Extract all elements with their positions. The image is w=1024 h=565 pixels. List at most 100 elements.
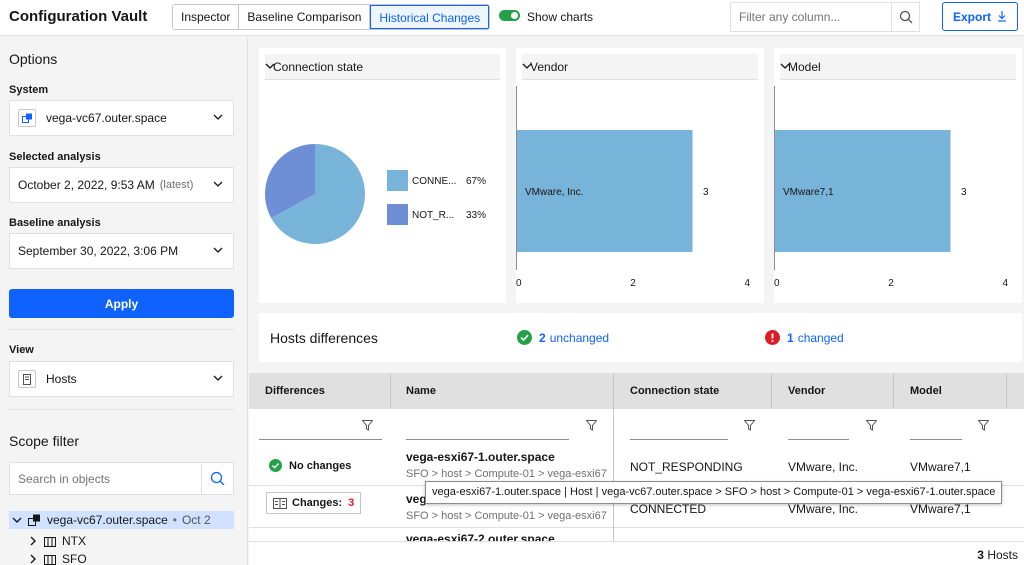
differences-filter-field[interactable] — [259, 439, 382, 440]
bar-category-label: VMware7,1 — [783, 187, 834, 198]
model-chart-select-label: Model — [788, 59, 821, 74]
export-button[interactable]: Export — [942, 2, 1018, 31]
table-row[interactable]: No changes vega-esxi67-1.outer.space SFO… — [249, 444, 1024, 486]
datacenter-icon — [44, 537, 56, 547]
unchanged-link[interactable]: 2 unchanged — [517, 330, 609, 345]
bar-category-label: VMware, Inc. — [525, 187, 583, 198]
column-header-model[interactable]: Model — [910, 385, 942, 397]
scope-search-button[interactable] — [201, 463, 233, 494]
vendor-bar-chart: VMware, Inc. 3 0 2 4 — [516, 86, 750, 289]
vendor-chart-select[interactable]: Vendor — [522, 54, 758, 80]
hosts-count: 3 — [977, 548, 984, 562]
connection-state-chart-panel: Connection state CONNE... 67% NOT_R... 33% — [259, 48, 506, 303]
scope-search — [9, 462, 234, 495]
hosts-count-summary: 3 Hosts — [977, 548, 1018, 562]
download-icon — [998, 11, 1006, 22]
search-icon — [210, 471, 225, 486]
vendor-chart-panel: Vendor VMware, Inc. 3 0 2 4 — [516, 48, 764, 303]
host-icon — [18, 370, 36, 388]
pie-slice — [265, 144, 315, 219]
column-header-name[interactable]: Name — [406, 385, 436, 397]
column-separator — [1006, 373, 1007, 409]
tree-item-sfo[interactable]: SFO — [30, 553, 87, 565]
column-separator — [771, 373, 772, 409]
column-header-vendor[interactable]: Vendor — [788, 385, 826, 397]
legend-label: CONNE... — [412, 176, 456, 187]
chevron-down-icon — [265, 63, 275, 69]
connection-state-chart-select[interactable]: Connection state — [265, 54, 500, 80]
tab-historical-changes[interactable]: Historical Changes — [370, 5, 490, 29]
column-separator — [390, 373, 391, 409]
apply-button[interactable]: Apply — [9, 289, 234, 318]
model-chart-select[interactable]: Model — [780, 54, 1016, 80]
chevron-right-icon — [30, 536, 36, 546]
baseline-analysis-select[interactable]: September 30, 2022, 3:06 PM — [9, 233, 234, 269]
selected-analysis-label: Selected analysis — [9, 151, 101, 163]
error-filled-icon — [765, 330, 780, 345]
column-header-differences[interactable]: Differences — [265, 385, 325, 397]
model-cell: VMware7,1 — [910, 502, 971, 516]
table-header-row: Differences Name Connection state Vendor… — [249, 373, 1024, 409]
connection-state-cell: CONNECTED — [630, 502, 707, 516]
column-header-connection-state[interactable]: Connection state — [630, 385, 720, 397]
legend-value: 33% — [466, 210, 486, 221]
host-path: SFO > host > Compute-01 > vega-esxi67 — [406, 468, 607, 480]
divider — [9, 329, 234, 330]
tab-inspector[interactable]: Inspector — [173, 5, 240, 29]
chevron-down-icon — [213, 181, 223, 187]
host-path-tooltip: vega-esxi67-1.outer.space | Host | vega-… — [425, 481, 1003, 504]
tree-item-ntx[interactable]: NTX — [30, 534, 86, 548]
filter-icon[interactable] — [362, 420, 373, 431]
filter-icon[interactable] — [744, 420, 755, 431]
scope-search-input[interactable] — [10, 463, 202, 494]
model-bar-chart: VMware7,1 3 0 2 4 — [774, 86, 1008, 289]
host-name: vega-esxi67-1.outer.space — [406, 450, 555, 464]
filter-icon[interactable] — [586, 420, 597, 431]
connection-state-pie-chart: CONNE... 67% NOT_R... 33% — [265, 144, 486, 245]
divider — [9, 409, 234, 410]
view-tabs: Inspector Baseline Comparison Historical… — [172, 4, 491, 30]
export-label: Export — [952, 9, 991, 24]
show-charts-toggle[interactable] — [499, 10, 520, 21]
chevron-down-icon — [213, 375, 223, 381]
x-tick-label: 0 — [774, 278, 780, 289]
datacenter-icon — [44, 555, 56, 565]
hosts-table: Differences Name Connection state Vendor… — [249, 373, 1024, 565]
system-select[interactable]: vega-vc67.outer.space — [9, 100, 234, 136]
selected-analysis-select[interactable]: October 2, 2022, 9:53 AM (latest) — [9, 167, 234, 203]
model-filter-field[interactable] — [910, 439, 962, 440]
separator-dot: • — [172, 513, 177, 527]
changed-label: changed — [797, 330, 844, 345]
connection-state-filter-field[interactable] — [630, 439, 728, 440]
changed-count: 1 — [787, 330, 794, 345]
chevron-down-icon — [522, 63, 532, 69]
vendor-cell: VMware, Inc. — [788, 460, 859, 474]
name-filter-field[interactable] — [406, 439, 569, 440]
changed-link[interactable]: 1 changed — [765, 330, 844, 345]
filter-icon[interactable] — [866, 420, 877, 431]
host-name-cell[interactable]: veg SFO > host > Compute-01 > vega-esxi6… — [406, 492, 613, 522]
bar-value-label: 3 — [961, 187, 967, 198]
filter-icon[interactable] — [978, 420, 989, 431]
tree-root-item[interactable]: vega-vc67.outer.space • Oct 2 — [9, 511, 234, 529]
no-changes-label: No changes — [289, 459, 352, 472]
tab-baseline-comparison[interactable]: Baseline Comparison — [239, 5, 371, 29]
bar — [775, 130, 951, 252]
x-tick-label: 2 — [888, 278, 894, 289]
vendor-filter-field[interactable] — [788, 439, 849, 440]
tree-root-label: vega-vc67.outer.space — [47, 513, 168, 527]
filter-search-button[interactable] — [892, 2, 920, 32]
view-value: Hosts — [46, 372, 77, 386]
table-row[interactable]: Changes: 3 veg SFO > host > Compute-01 >… — [249, 486, 1024, 528]
view-select[interactable]: Hosts — [9, 361, 234, 397]
baseline-analysis-label: Baseline analysis — [9, 217, 101, 229]
column-filter-row — [249, 409, 1024, 443]
show-charts-label: Show charts — [527, 10, 594, 24]
host-name-cell[interactable]: vega-esxi67-1.outer.space SFO > host > C… — [406, 450, 613, 480]
tree-item-label: SFO — [62, 553, 87, 565]
top-header: Configuration Vault Inspector Baseline C… — [0, 0, 1024, 36]
changes-button[interactable]: Changes: 3 — [266, 492, 362, 514]
vendor-cell: VMware, Inc. — [788, 502, 859, 516]
x-tick-label: 4 — [1002, 278, 1008, 289]
filter-input[interactable] — [730, 2, 892, 32]
